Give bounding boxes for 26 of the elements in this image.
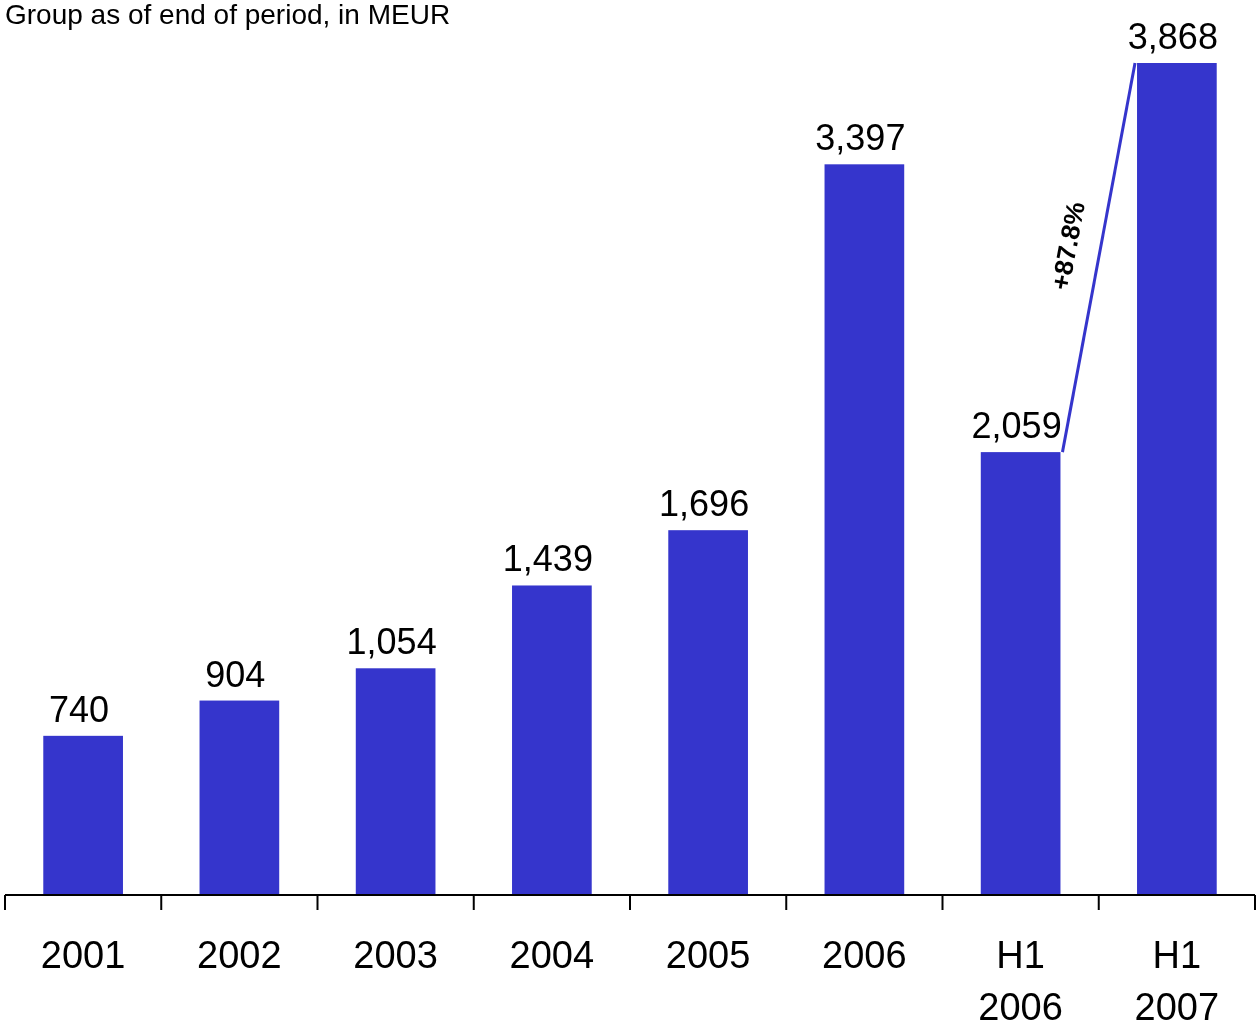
data-label: 3,397 [815, 117, 906, 159]
data-label: 2,059 [971, 405, 1062, 447]
data-label: 904 [205, 653, 266, 695]
bar [1137, 63, 1217, 895]
x-tick-label: 2006 [822, 934, 907, 976]
data-label: 1,054 [346, 621, 437, 663]
data-label: 740 [49, 688, 110, 730]
x-tick-label: H1 2006 [978, 934, 1063, 1028]
annotation: +87.8% [1045, 199, 1091, 293]
data-label: 1,439 [502, 538, 593, 580]
bar [824, 164, 905, 895]
x-tick-label: 2004 [509, 934, 595, 976]
bar [980, 452, 1061, 895]
x-tick-label: 2001 [40, 934, 126, 976]
bar [512, 585, 592, 895]
x-tick-label: 2003 [353, 934, 438, 976]
x-tick-label: H1 2007 [1134, 934, 1220, 1028]
bar [199, 700, 280, 895]
bar [355, 668, 436, 895]
chart-title: Group as of end of period, in MEUR [5, 0, 451, 30]
bar [43, 735, 123, 895]
data-label: 1,696 [659, 483, 750, 525]
x-tick-label: 2005 [665, 934, 751, 976]
bar [668, 530, 748, 895]
x-tick-label: 2002 [197, 934, 282, 976]
data-label: 3,868 [1127, 16, 1218, 57]
